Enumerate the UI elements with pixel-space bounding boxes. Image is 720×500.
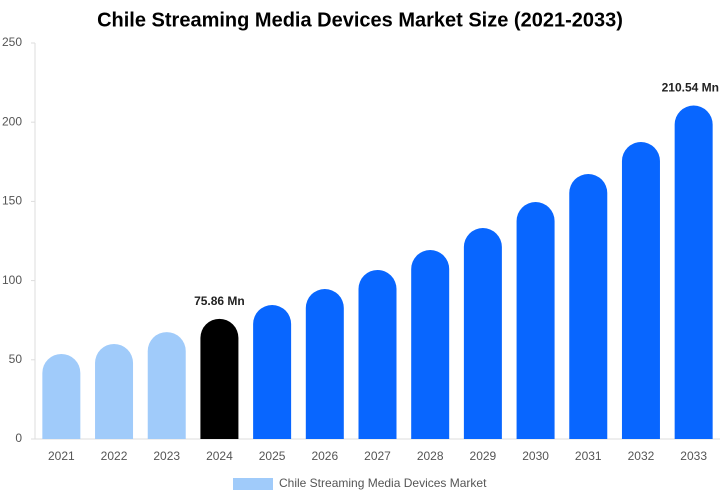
x-tick-label: 2028	[417, 449, 444, 463]
y-tick-label: 0	[15, 431, 22, 445]
x-tick-label: 2032	[628, 449, 655, 463]
x-tick-label: 2027	[364, 449, 391, 463]
legend-swatch	[233, 478, 273, 490]
x-tick-label: 2025	[259, 449, 286, 463]
bar	[305, 288, 344, 439]
y-tick-label: 250	[2, 35, 22, 49]
bar	[621, 142, 660, 439]
y-tick-label: 200	[2, 114, 22, 128]
bar	[95, 343, 134, 439]
legend-label: Chile Streaming Media Devices Market	[279, 476, 487, 490]
bar	[463, 228, 502, 439]
x-tick-label: 2029	[470, 449, 497, 463]
bar	[253, 304, 292, 439]
chart-title: Chile Streaming Media Devices Market Siz…	[97, 9, 623, 31]
value-label: 75.86 Mn	[194, 294, 245, 308]
x-tick-label: 2033	[680, 449, 707, 463]
x-tick-label: 2026	[311, 449, 338, 463]
x-tick-label: 2023	[153, 449, 180, 463]
bar	[200, 318, 239, 439]
x-tick-label: 2030	[522, 449, 549, 463]
bar	[516, 202, 555, 439]
y-tick-label: 150	[2, 194, 22, 208]
bar	[358, 269, 397, 439]
bar	[674, 105, 713, 440]
x-tick-label: 2022	[101, 449, 128, 463]
bar	[411, 250, 450, 439]
x-tick-label: 2024	[206, 449, 233, 463]
bar	[569, 173, 608, 439]
x-tick-label: 2021	[48, 449, 75, 463]
x-tick-label: 2031	[575, 449, 602, 463]
bar	[42, 353, 81, 439]
y-tick-label: 50	[9, 352, 23, 366]
value-label: 210.54 Mn	[662, 81, 719, 95]
y-tick-label: 100	[2, 273, 22, 287]
bar	[147, 332, 186, 439]
